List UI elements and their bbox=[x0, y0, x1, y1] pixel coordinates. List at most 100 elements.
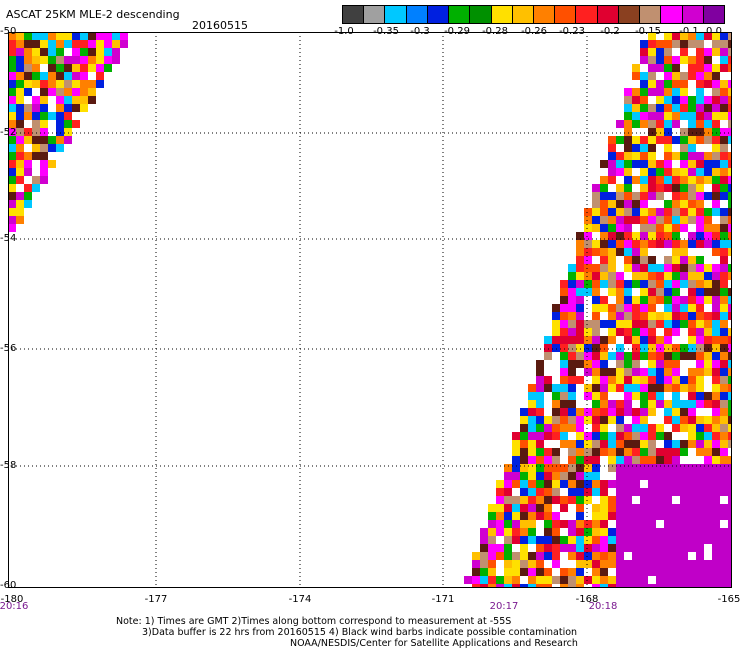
swath-cell-right bbox=[512, 568, 520, 576]
swath-cell-right bbox=[664, 40, 672, 48]
swath-cell-right bbox=[728, 240, 732, 248]
swath-cell-right bbox=[664, 552, 672, 560]
swath-cell-left bbox=[56, 56, 64, 64]
swath-cell-right bbox=[600, 544, 608, 552]
swath-cell-right bbox=[544, 576, 552, 584]
swath-cell-right bbox=[600, 408, 608, 416]
swath-cell-right bbox=[720, 440, 728, 448]
swath-cell-left bbox=[104, 48, 112, 56]
swath-cell-right bbox=[720, 496, 728, 504]
swath-cell-right bbox=[688, 232, 696, 240]
swath-cell-right bbox=[648, 544, 656, 552]
swath-cell-right bbox=[544, 376, 552, 384]
swath-cell-right bbox=[496, 552, 504, 560]
swath-cell-right bbox=[560, 496, 568, 504]
swath-cell-right bbox=[728, 120, 732, 128]
swath-cell-right bbox=[664, 512, 672, 520]
swath-cell-right bbox=[704, 528, 712, 536]
swath-cell-right bbox=[672, 584, 680, 588]
swath-cell-right bbox=[624, 152, 632, 160]
swath-cell-right bbox=[640, 40, 648, 48]
swath-cell-right bbox=[544, 336, 552, 344]
swath-cell-right bbox=[648, 504, 656, 512]
swath-cell-right bbox=[704, 552, 712, 560]
swath-cell-right bbox=[672, 504, 680, 512]
swath-cell-right bbox=[552, 552, 560, 560]
swath-cell-right bbox=[688, 216, 696, 224]
swath-cell-right bbox=[696, 384, 704, 392]
swath-cell-right bbox=[664, 168, 672, 176]
swath-cell-left bbox=[48, 64, 56, 72]
swath-cell-right bbox=[720, 320, 728, 328]
swath-cell-right bbox=[680, 296, 688, 304]
swath-cell-right bbox=[720, 576, 728, 584]
swath-cell-right bbox=[552, 560, 560, 568]
swath-cell-right bbox=[680, 32, 688, 40]
swath-cell-right bbox=[616, 424, 624, 432]
swath-cell-right bbox=[688, 504, 696, 512]
swath-cell-right bbox=[632, 296, 640, 304]
swath-cell-left bbox=[64, 40, 72, 48]
swath-cell-right bbox=[648, 136, 656, 144]
swath-cell-left bbox=[16, 40, 24, 48]
swath-cell-right bbox=[720, 312, 728, 320]
swath-cell-right bbox=[616, 304, 624, 312]
swath-cell-right bbox=[712, 184, 720, 192]
swath-cell-right bbox=[528, 568, 536, 576]
swath-cell-left bbox=[56, 120, 64, 128]
swath-cell-right bbox=[616, 192, 624, 200]
swath-cell-right bbox=[728, 352, 732, 360]
swath-cell-right bbox=[704, 536, 712, 544]
swath-cell-right bbox=[664, 280, 672, 288]
swath-cell-right bbox=[616, 120, 624, 128]
swath-cell-right bbox=[704, 408, 712, 416]
swath-cell-right bbox=[704, 112, 712, 120]
swath-cell-right bbox=[488, 536, 496, 544]
swath-cell-right bbox=[696, 432, 704, 440]
swath-cell-right bbox=[704, 376, 712, 384]
swath-cell-right bbox=[688, 152, 696, 160]
swath-cell-right bbox=[648, 48, 656, 56]
swath-cell-right bbox=[728, 512, 732, 520]
swath-cell-right bbox=[696, 336, 704, 344]
swath-cell-right bbox=[632, 520, 640, 528]
swath-cell-right bbox=[624, 448, 632, 456]
swath-cell-right bbox=[584, 320, 592, 328]
swath-cell-right bbox=[496, 520, 504, 528]
swath-cell-right bbox=[632, 344, 640, 352]
swath-cell-right bbox=[712, 232, 720, 240]
swath-cell-right bbox=[504, 504, 512, 512]
swath-cell-right bbox=[504, 480, 512, 488]
swath-cell-right bbox=[528, 496, 536, 504]
swath-cell-right bbox=[664, 272, 672, 280]
swath-cell-right bbox=[632, 88, 640, 96]
swath-cell-right bbox=[584, 472, 592, 480]
swath-cell-right bbox=[536, 440, 544, 448]
swath-cell-left bbox=[40, 168, 48, 176]
swath-cell-right bbox=[656, 232, 664, 240]
swath-cell-right bbox=[608, 352, 616, 360]
swath-cell-right bbox=[576, 456, 584, 464]
swath-cell-right bbox=[584, 576, 592, 584]
swath-cell-right bbox=[672, 344, 680, 352]
swath-cell-right bbox=[648, 224, 656, 232]
swath-cell-right bbox=[672, 472, 680, 480]
swath-cell-right bbox=[688, 392, 696, 400]
swath-cell-right bbox=[504, 584, 512, 588]
swath-cell-left bbox=[64, 112, 72, 120]
swath-cell-right bbox=[704, 576, 712, 584]
swath-cell-right bbox=[640, 400, 648, 408]
swath-cell-right bbox=[536, 368, 544, 376]
swath-cell-right bbox=[584, 456, 592, 464]
swath-cell-right bbox=[728, 440, 732, 448]
swath-cell-right bbox=[504, 496, 512, 504]
swath-cell-right bbox=[688, 416, 696, 424]
swath-cell-right bbox=[648, 496, 656, 504]
swath-cell-left bbox=[16, 48, 24, 56]
swath-cell-right bbox=[640, 128, 648, 136]
swath-cell-right bbox=[656, 88, 664, 96]
swath-cell-left bbox=[80, 56, 88, 64]
swath-cell-right bbox=[584, 384, 592, 392]
swath-cell-right bbox=[552, 440, 560, 448]
swath-cell-right bbox=[680, 312, 688, 320]
